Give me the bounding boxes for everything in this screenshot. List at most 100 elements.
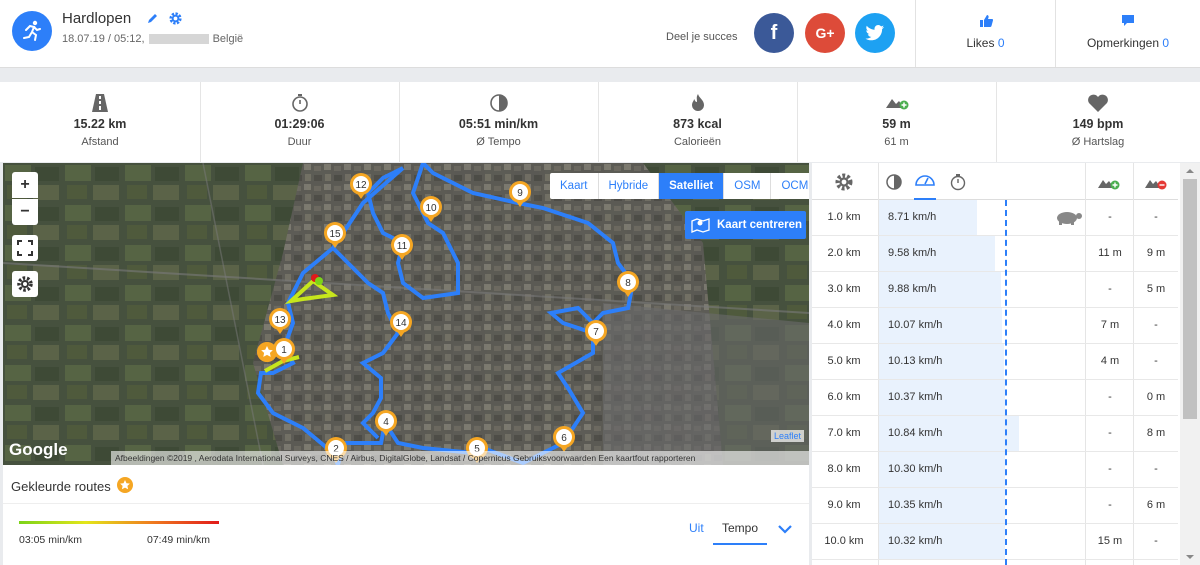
split-elevation-down: 6 m [1146,499,1166,511]
pace-column-icon[interactable] [885,173,903,196]
turtle-slowest-icon [1053,209,1083,230]
thumbs-up-icon [916,14,1055,30]
km-marker-15[interactable]: 15 [324,222,346,248]
split-km: 10.0 km [824,535,864,547]
split-elevation-down: - [1154,463,1158,475]
splits-scrollbar[interactable] [1180,163,1200,565]
km-marker-label: 13 [274,315,286,326]
stat-heart-rate: 149 bpm Ø Hartslag [996,82,1200,162]
split-speed: 10.84 km/h [888,427,943,439]
stats-bar: 15.22 km Afstand 01:29:06 Duur 05:51 min… [0,82,1200,162]
speed-bar [879,416,1019,451]
runner-icon [12,11,52,51]
google-plus-share-button[interactable]: G+ [805,13,845,53]
km-marker-4[interactable]: 4 [375,410,397,436]
km-marker-14[interactable]: 14 [390,311,412,337]
km-marker-label: 5 [474,444,480,455]
km-marker-12[interactable]: 12 [350,173,372,199]
split-elevation-down: 9 m [1146,247,1166,259]
split-speed: 10.30 km/h [888,463,943,475]
flame-icon [598,93,797,115]
zoom-out-button[interactable]: − [12,199,38,225]
layer-kaart[interactable]: Kaart [550,173,599,199]
fullscreen-button[interactable] [12,235,38,261]
speed-bar [879,272,1001,307]
layer-ocm[interactable]: OCM [781,180,809,192]
km-marker-7[interactable]: 7 [585,320,607,346]
likes-label: Likes [966,36,995,50]
km-marker-9[interactable]: 9 [509,181,531,207]
settings-gear-icon[interactable] [168,11,183,31]
split-elevation-up: - [1108,391,1112,403]
road-icon [0,93,200,115]
km-marker-1[interactable]: 1 [273,338,295,364]
time-column-icon[interactable] [949,173,967,196]
route-map[interactable]: 1 2 4 5 6 7 8 9 10 11 12 13 14 15 + − Kaart Hybride S… [3,163,809,465]
split-km: 3.0 km [827,283,861,295]
route-color-off-option[interactable]: Uit [689,521,704,535]
route-color-tempo-option[interactable]: Tempo [713,521,767,545]
map-layer-switcher: Kaart Hybride Satelliet OSM OCM [550,173,809,199]
km-marker-10[interactable]: 10 [420,196,442,222]
km-marker-label: 12 [355,180,367,191]
split-elevation-up: - [1108,499,1112,511]
stat-calories: 873 kcal Calorieën [598,82,797,162]
activity-title: Hardlopen [62,10,132,27]
start-marker[interactable] [257,342,278,368]
chevron-down-icon[interactable] [777,521,793,539]
pace-gradient-bar [19,521,219,524]
split-km: 9.0 km [827,499,861,511]
scroll-up-arrow-icon[interactable] [1180,165,1200,177]
speed-bar [879,488,1005,523]
split-row: 5.0 km 10.13 km/h 4 m - [812,344,1178,380]
speed-bar [879,308,1002,343]
center-map-button[interactable]: Kaart centreren [685,211,806,239]
split-speed: 8.71 km/h [888,211,937,223]
zoom-in-button[interactable]: + [12,172,38,198]
facebook-share-button[interactable]: f [754,13,794,53]
split-row: 3.0 km 9.88 km/h - 5 m [812,272,1178,308]
stat-label: Calorieën [673,136,722,148]
splits-table: 1.0 km 8.71 km/h - - 2.0 km 9.58 km/h 11 m 9 m 3… [812,163,1200,565]
speed-bar [879,452,1005,487]
fullscreen-icon [17,240,33,256]
comments-button[interactable]: Opmerkingen 0 [1056,14,1200,50]
layer-satelliet[interactable]: Satelliet [659,173,725,199]
edit-pencil-icon[interactable] [146,11,160,31]
split-km: 6.0 km [827,391,861,403]
gear-icon[interactable] [834,172,854,197]
speed-bar [879,200,977,235]
speed-bar [879,380,1005,415]
split-elevation-up: - [1108,211,1112,223]
elevation-icon [797,93,996,115]
scroll-down-arrow-icon[interactable] [1180,551,1200,563]
km-marker-6[interactable]: 6 [553,426,575,452]
split-km: 5.0 km [827,355,861,367]
stat-value: 149 bpm [1072,117,1124,131]
layer-hybride[interactable]: Hybride [599,173,660,199]
colored-routes-panel: Gekleurde routes 03:05 min/km 07:49 min/… [3,465,809,565]
stat-label: Duur [287,136,312,148]
twitter-share-button[interactable] [855,13,895,53]
activity-country: België [212,33,244,45]
km-marker-13[interactable]: 13 [269,308,291,334]
speed-column-icon[interactable] [914,171,936,200]
layer-osm[interactable]: OSM [724,173,772,199]
km-marker-11[interactable]: 11 [391,234,413,260]
split-row: 2.0 km 9.58 km/h 11 m 9 m [812,236,1178,272]
average-speed-line [1005,200,1007,565]
km-marker-8[interactable]: 8 [617,271,639,297]
map-settings-button[interactable] [12,271,38,297]
scrollbar-thumb[interactable] [1183,179,1197,419]
split-row: 7.0 km 10.84 km/h - 8 m [812,416,1178,452]
km-marker-label: 14 [395,318,407,329]
stat-value: 01:29:06 [274,117,325,131]
likes-button[interactable]: Likes 0 [916,14,1055,50]
google-logo: Google [9,440,68,459]
stat-value: 873 kcal [673,117,722,131]
leaflet-link[interactable]: Leaflet [771,430,805,442]
share-label: Deel je succes [666,31,738,43]
km-marker-label: 8 [625,278,631,289]
split-speed: 10.13 km/h [888,355,943,367]
